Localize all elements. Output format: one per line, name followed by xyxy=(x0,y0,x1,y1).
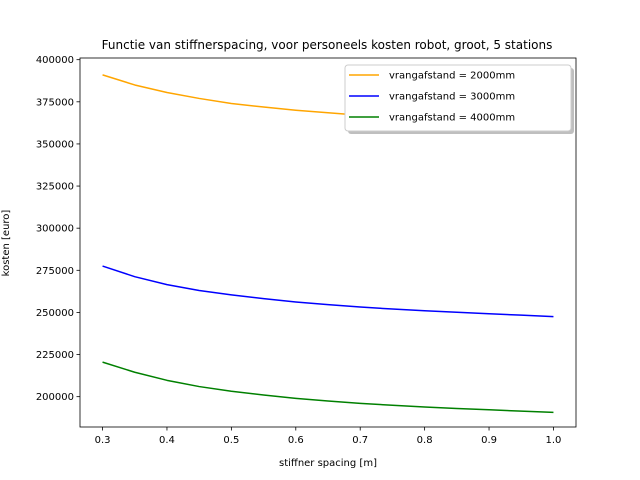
series-line-3 xyxy=(102,361,554,414)
chart-title: Functie van stiffnerspacing, voor person… xyxy=(102,38,553,52)
y-tick-label: 200000 xyxy=(36,392,74,403)
x-tick-label: 0.7 xyxy=(352,435,368,446)
legend-label-3: vrangafstand = 4000mm xyxy=(389,113,515,124)
legend: vrangafstand = 2000mm vrangafstand = 3000… xyxy=(344,64,574,134)
y-axis-label: kosten [euro] xyxy=(1,210,12,277)
x-tick-label: 1.0 xyxy=(546,435,562,446)
legend-label-2: vrangafstand = 3000mm xyxy=(389,92,515,103)
x-tick-label: 0.4 xyxy=(159,435,175,446)
y-tick-label: 400000 xyxy=(36,55,74,66)
x-axis-ticks: 0.3 0.4 0.5 0.6 0.7 0.8 0.9 1.0 xyxy=(95,427,562,446)
y-tick-label: 350000 xyxy=(36,139,74,150)
y-axis-ticks: 200000 225000 250000 275000 300000 325000 3500… xyxy=(36,55,80,403)
x-tick-label: 0.3 xyxy=(95,435,111,446)
legend-box xyxy=(344,64,572,132)
legend-label-1: vrangafstand = 2000mm xyxy=(389,71,515,82)
y-tick-label: 225000 xyxy=(36,350,74,361)
y-tick-label: 300000 xyxy=(36,224,74,235)
x-axis-label: stiffner spacing [m] xyxy=(279,458,377,469)
y-tick-label: 250000 xyxy=(36,308,74,319)
x-tick-label: 0.9 xyxy=(481,435,497,446)
y-tick-label: 375000 xyxy=(36,97,74,108)
x-tick-label: 0.6 xyxy=(288,435,304,446)
y-tick-label: 325000 xyxy=(36,182,74,193)
plot-frame xyxy=(79,57,577,428)
y-tick-label: 275000 xyxy=(36,266,74,277)
x-tick-label: 0.5 xyxy=(223,435,239,446)
legend-items: vrangafstand = 2000mm vrangafstand = 3000… xyxy=(349,71,515,124)
series-line-2 xyxy=(102,265,554,318)
x-tick-label: 0.8 xyxy=(417,435,433,446)
